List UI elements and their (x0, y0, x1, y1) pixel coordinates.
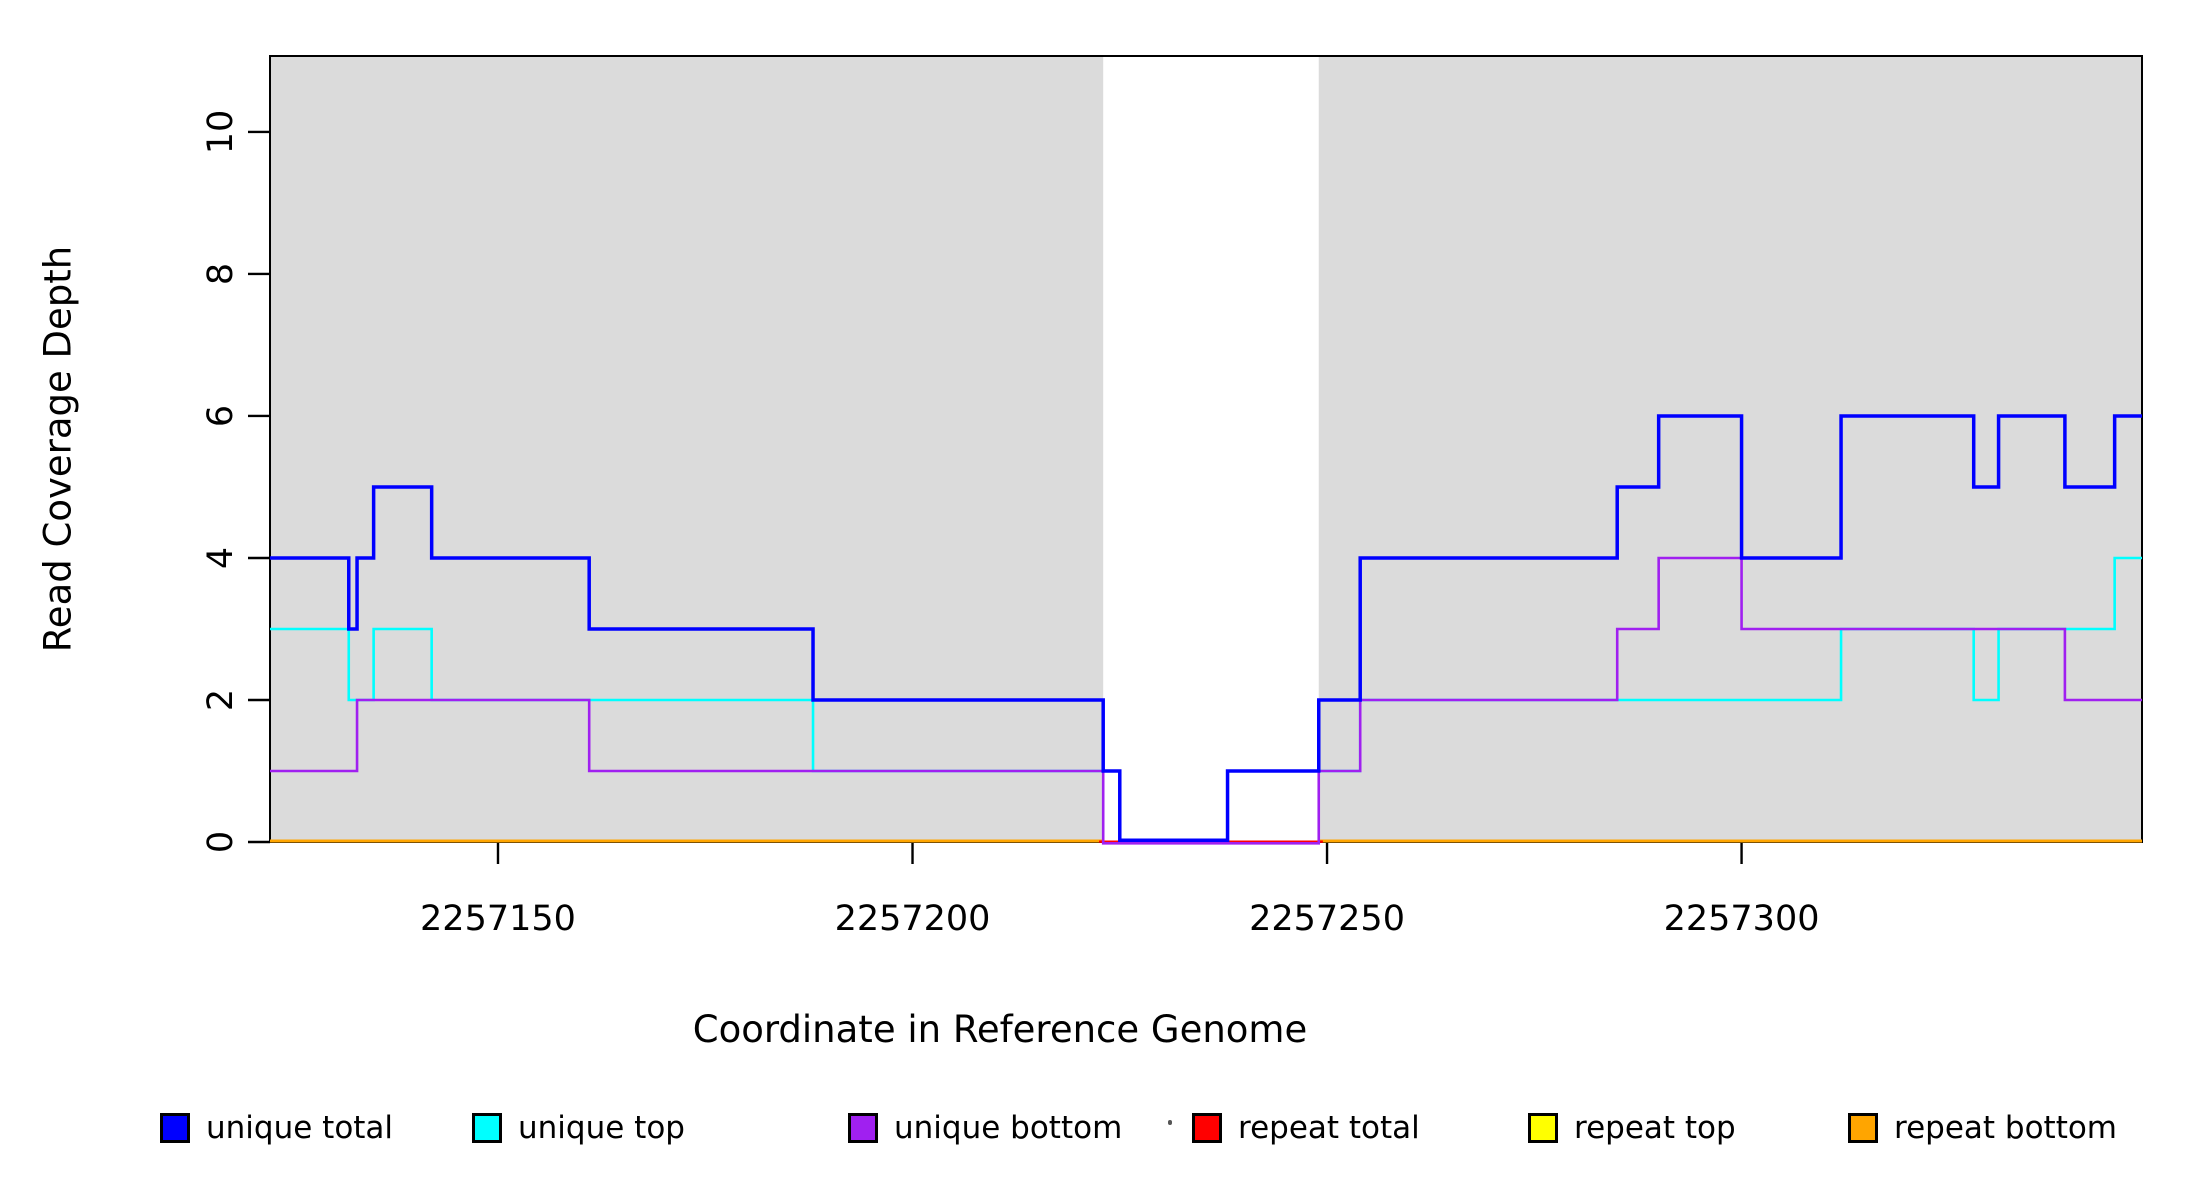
x-tick-label: 2257150 (420, 899, 576, 939)
legend-item-unique-top: unique top (472, 1106, 685, 1150)
y-tick-label: 6 (201, 405, 241, 427)
x-axis-title: Coordinate in Reference Genome (0, 1008, 2200, 1051)
x-tick-label: 2257250 (1249, 899, 1405, 939)
legend-label: unique bottom (894, 1110, 1123, 1146)
legend-item-repeat-total: repeat total (1192, 1106, 1420, 1150)
y-axis-title-text: Read Coverage Depth (36, 245, 80, 653)
legend-item-repeat-top: repeat top (1528, 1106, 1736, 1150)
legend-label: repeat bottom (1894, 1110, 2118, 1146)
series-line-unique-bottom (270, 556, 2142, 845)
x-axis-title-text: Coordinate in Reference Genome (692, 1008, 1308, 1051)
x-tick-label: 2257200 (835, 899, 991, 939)
series-line-unique-total (270, 414, 2142, 842)
legend-swatch-repeat-bottom (1848, 1113, 1878, 1143)
y-tick-label: 0 (201, 831, 241, 853)
legend-label: unique top (518, 1110, 685, 1146)
y-tick-label: 10 (201, 110, 241, 155)
legend-swatch-unique-top (472, 1113, 502, 1143)
legend-swatch-unique-total (160, 1113, 190, 1143)
legend-label: repeat total (1238, 1110, 1420, 1146)
legend: unique total unique top unique bottom repea… (0, 1106, 2200, 1156)
shaded-band-1 (1318, 56, 2142, 842)
legend-swatch-unique-bottom (848, 1113, 878, 1143)
legend-swatch-repeat-total (1192, 1113, 1222, 1143)
y-tick-label: 8 (201, 263, 241, 285)
legend-label: unique total (206, 1110, 394, 1146)
y-tick-label: 4 (201, 547, 241, 569)
x-tick-label: 2257300 (1664, 899, 1820, 939)
legend-item-repeat-bottom: repeat bottom (1848, 1106, 2117, 1150)
stray-dot-artifact (1168, 1120, 1172, 1125)
shaded-band-0 (270, 56, 1104, 842)
legend-item-unique-total: unique total (160, 1106, 393, 1150)
y-tick-label: 2 (201, 689, 241, 711)
legend-swatch-repeat-top (1528, 1113, 1558, 1143)
legend-item-unique-bottom: unique bottom (848, 1106, 1122, 1150)
legend-label: repeat top (1574, 1110, 1736, 1146)
